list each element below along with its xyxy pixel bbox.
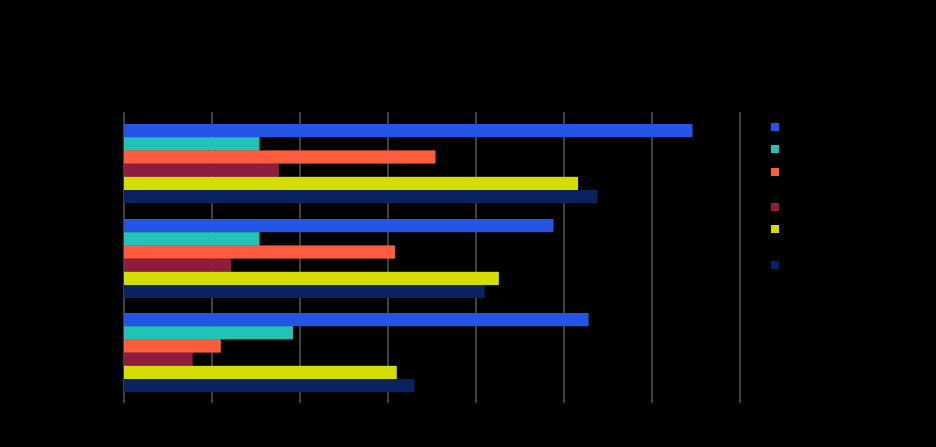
bar-group1-series6 — [124, 190, 598, 204]
legend-marker-series3 — [771, 168, 779, 176]
bar-group2-series2 — [124, 232, 260, 246]
bar-group3-series2 — [124, 326, 293, 340]
bar-group3-series6 — [124, 379, 415, 393]
bar-group1-series5 — [124, 176, 579, 190]
bar-group1-series3 — [124, 150, 436, 164]
bar-group1-series4 — [124, 163, 279, 177]
legend — [771, 123, 779, 269]
legend-marker-series4 — [771, 203, 779, 211]
legend-marker-series6 — [771, 261, 779, 269]
bar-group2-series5 — [124, 271, 499, 285]
legend-marker-series2 — [771, 145, 779, 153]
bar-group2-series1 — [124, 219, 554, 233]
legend-marker-series5 — [771, 225, 779, 233]
bar-group3-series1 — [124, 313, 589, 327]
bar-group2-series4 — [124, 258, 232, 272]
bar-group1-series2 — [124, 137, 260, 151]
bar-group1-series1 — [124, 124, 693, 138]
bar-group3-series4 — [124, 352, 193, 366]
bar-group2-series6 — [124, 285, 485, 299]
bar-group3-series3 — [124, 339, 221, 353]
bar-group2-series3 — [124, 245, 396, 259]
bar-group3-series5 — [124, 365, 397, 379]
legend-marker-series1 — [771, 123, 779, 131]
bars — [124, 124, 693, 393]
